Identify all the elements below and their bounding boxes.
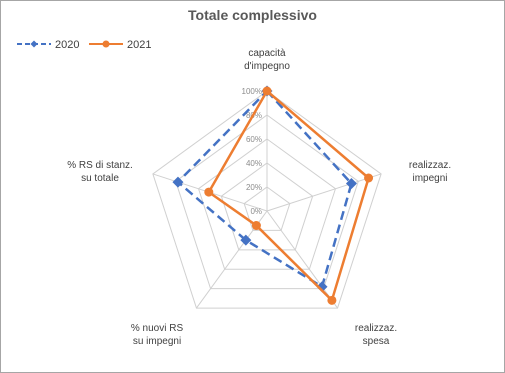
category-label: realizzaz. [409,160,451,171]
tick-label: 20% [246,183,262,192]
tick-label: 0% [250,207,262,216]
category-label: capacità [248,48,286,59]
data-point-2021 [204,187,214,197]
chart-title: Totale complessivo [188,7,317,23]
axis-spoke [266,210,338,309]
data-point-2021 [262,86,272,96]
category-label: su impegni [133,336,181,347]
data-point-2021 [251,221,261,231]
series-line-2020 [176,89,353,288]
category-label: su totale [81,173,119,184]
series-line-2021 [207,89,370,302]
data-point-2021 [327,295,337,305]
tick-label: 100% [242,87,262,96]
axis-spoke [266,173,382,212]
data-point-2020 [240,234,252,246]
grid-ring [152,90,382,309]
data-point-2020 [172,176,184,188]
tick-label: 60% [246,135,262,144]
category-label: spesa [363,336,390,347]
legend-label-2020: 2020 [55,39,79,51]
grid-ring [220,162,314,251]
category-label: % RS di stanz. [67,160,133,171]
tick-label: 40% [246,159,262,168]
category-label: realizzaz. [355,323,397,334]
legend-marker-2020 [30,40,38,48]
category-label: % nuovi RS [131,323,184,334]
legend-marker-2021 [102,40,110,48]
category-label: impegni [412,173,447,184]
data-point-2020 [345,178,357,190]
legend-label-2021: 2021 [127,39,151,51]
data-point-2021 [364,173,374,183]
category-label: d'impegno [244,61,290,72]
grid-ring [243,186,291,231]
grid-ring [197,138,337,270]
